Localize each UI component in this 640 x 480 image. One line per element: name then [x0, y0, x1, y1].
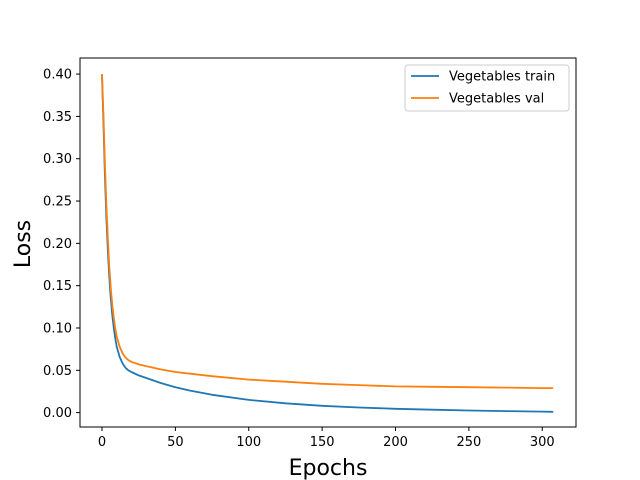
- x-tick-label: 300: [530, 435, 555, 450]
- legend-label: Vegetables val: [449, 92, 544, 107]
- x-tick-label: 0: [98, 435, 106, 450]
- x-axis-title: Epochs: [289, 456, 368, 480]
- y-tick-label: 0.00: [43, 406, 72, 421]
- x-tick-label: 50: [167, 435, 184, 450]
- y-tick-label: 0.05: [43, 364, 72, 379]
- x-tick-label: 100: [236, 435, 261, 450]
- x-tick-label: 150: [310, 435, 335, 450]
- y-tick-label: 0.40: [43, 68, 72, 83]
- series-line-1: [101, 74, 554, 390]
- y-tick-label: 0.20: [43, 237, 72, 252]
- y-tick-label: 0.10: [43, 321, 72, 336]
- y-tick-label: 0.35: [43, 110, 72, 125]
- x-tick-label: 200: [383, 435, 408, 450]
- legend: Vegetables train Vegetables val: [404, 64, 570, 112]
- legend-box: [404, 64, 570, 112]
- y-tick-label: 0.30: [43, 152, 72, 167]
- legend-label: Vegetables train: [449, 70, 555, 85]
- axis-ticks: 0 50 100 150 200 250 300 0.00 0.05 0.10 0.15 0.20 0.…: [43, 68, 555, 450]
- plot-area: [101, 74, 554, 413]
- y-axis-title: Loss: [11, 220, 36, 268]
- y-tick-label: 0.25: [43, 195, 72, 210]
- plot-frame: [79, 57, 577, 428]
- y-tick-label: 0.15: [43, 279, 72, 294]
- x-tick-label: 250: [456, 435, 481, 450]
